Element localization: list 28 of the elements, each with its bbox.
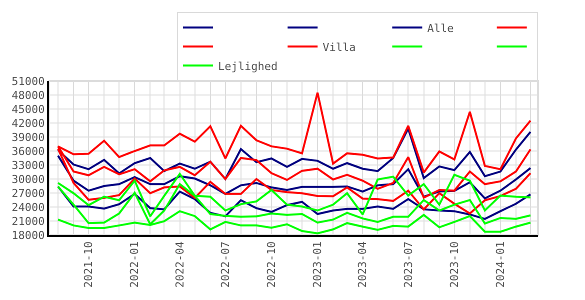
legend-label: Lejlighed [218, 60, 278, 73]
legend-label: Villa [322, 40, 356, 54]
legend-label: Alle [427, 22, 454, 35]
y-tick-label: 36000 [12, 144, 45, 158]
x-tick-label: 2024-01 [494, 241, 507, 288]
y-tick-label: 51000 [12, 74, 45, 88]
line-series [57, 185, 532, 220]
line-series [57, 154, 532, 200]
y-tick-label: 39000 [12, 130, 45, 144]
x-tick-label: 2021-10 [82, 241, 96, 288]
x-tick-label: 2023-01 [311, 241, 324, 288]
y-tick-label: 30000 [12, 172, 45, 186]
y-tick-label: 42000 [12, 116, 45, 130]
x-tick-label: 2022-07 [218, 241, 232, 288]
line-series [57, 128, 532, 180]
x-tick-label: 2023-07 [402, 241, 415, 288]
y-tick-label: 48000 [12, 88, 45, 102]
x-tick-label: 2023-04 [356, 241, 370, 288]
y-tick-label: 21000 [12, 214, 45, 228]
x-tick-label: 2022-10 [265, 241, 278, 288]
x-tick-label: 2023-10 [448, 241, 461, 288]
y-tick-label: 18000 [12, 228, 45, 242]
x-tick-label: 2022-04 [173, 241, 186, 288]
y-tick-label: 33000 [12, 158, 45, 172]
x-tick-label: 2022-01 [128, 241, 142, 288]
y-tick-label: 27000 [12, 186, 45, 200]
y-tick-label: 45000 [12, 102, 45, 116]
y-tick-label: 24000 [12, 200, 45, 214]
